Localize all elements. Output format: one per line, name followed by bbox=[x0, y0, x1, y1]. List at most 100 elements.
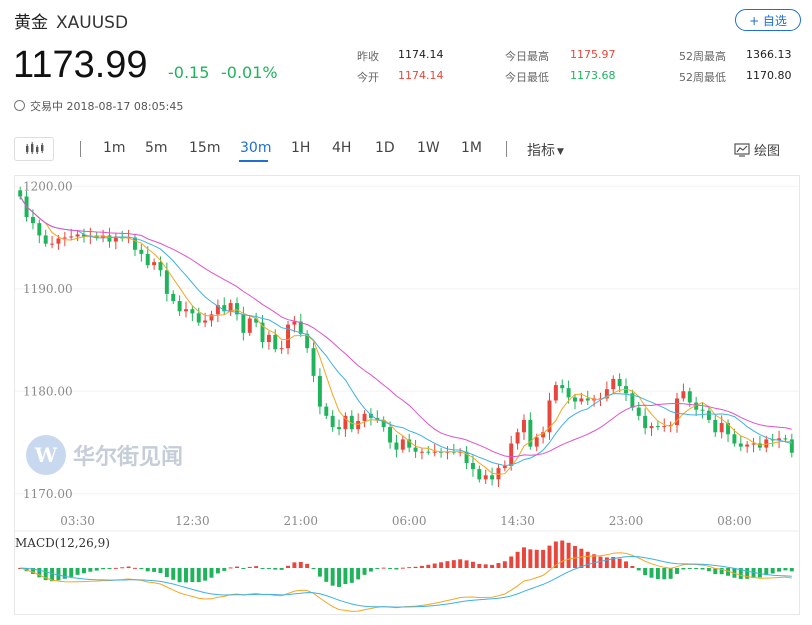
candle-body bbox=[668, 425, 673, 427]
candle-body bbox=[222, 305, 227, 312]
period-1w[interactable]: 1W bbox=[417, 140, 440, 156]
candle bbox=[560, 379, 565, 393]
macd-histogram-bar bbox=[598, 556, 603, 568]
macd-histogram-bar bbox=[152, 568, 157, 572]
candle bbox=[260, 314, 265, 349]
candle-body bbox=[375, 417, 380, 420]
moving-average-line bbox=[19, 196, 792, 458]
macd-histogram-bar bbox=[107, 568, 112, 570]
macd-histogram-bar bbox=[764, 568, 769, 576]
candle-body bbox=[470, 463, 475, 470]
chart-type-button[interactable] bbox=[14, 137, 54, 161]
candle bbox=[426, 446, 431, 455]
macd-histogram-bar bbox=[668, 568, 673, 579]
macd-histogram-bar bbox=[228, 567, 233, 569]
candle-body bbox=[254, 318, 259, 323]
price-chart[interactable]: W 华尔街见闻 1200.00 1190.00 1180.00 1170.00 03:… bbox=[15, 176, 799, 614]
macd-histogram-bar bbox=[413, 566, 418, 568]
candle-body bbox=[356, 420, 361, 430]
macd-histogram-bar bbox=[509, 556, 514, 568]
candle-body bbox=[190, 309, 195, 314]
candle-body bbox=[37, 223, 42, 236]
candle bbox=[700, 402, 705, 419]
candle bbox=[356, 413, 361, 434]
macd-histogram-bar bbox=[164, 568, 169, 577]
macd-histogram-bar bbox=[426, 564, 431, 568]
macd-histogram-bar bbox=[273, 568, 278, 570]
macd-histogram-bar bbox=[757, 568, 762, 578]
macd-histogram-bar bbox=[139, 568, 144, 570]
candle-body bbox=[547, 400, 552, 433]
period-4h[interactable]: 4H bbox=[332, 140, 352, 156]
indicator-dropdown[interactable]: 指标 ▼ bbox=[527, 140, 564, 160]
stat-label-52w-high: 52周最高 bbox=[679, 50, 726, 63]
candle-body bbox=[496, 468, 501, 480]
candle-body bbox=[343, 415, 348, 430]
candle bbox=[675, 392, 680, 433]
period-1m[interactable]: 1m bbox=[103, 140, 126, 156]
x-tick-label: 08:00 bbox=[717, 514, 752, 528]
candle bbox=[292, 315, 297, 333]
macd-histogram-bar bbox=[394, 568, 399, 570]
macd-histogram-bar bbox=[566, 542, 571, 568]
candle-body bbox=[477, 469, 482, 480]
candle-body bbox=[324, 406, 329, 416]
macd-histogram-bar bbox=[356, 568, 361, 580]
clock-icon bbox=[14, 100, 25, 111]
macd-histogram-bar bbox=[547, 545, 552, 568]
macd-histogram-bar bbox=[419, 565, 424, 568]
period-5m[interactable]: 5m bbox=[145, 140, 168, 156]
macd-histogram-bar bbox=[483, 564, 488, 568]
macd-histogram-bar bbox=[502, 561, 507, 568]
candle bbox=[732, 428, 737, 447]
x-tick-label: 14:30 bbox=[500, 514, 535, 528]
price-change-percent: -0.01% bbox=[221, 63, 278, 82]
period-1h[interactable]: 1H bbox=[291, 140, 311, 156]
candle-body bbox=[337, 427, 342, 430]
candle bbox=[534, 433, 539, 452]
candle bbox=[349, 410, 354, 433]
candle bbox=[222, 297, 227, 315]
macd-histogram-bar bbox=[470, 561, 475, 568]
macd-histogram-bar bbox=[235, 566, 239, 568]
candle-body bbox=[145, 253, 150, 266]
candle bbox=[368, 408, 373, 426]
candle bbox=[770, 433, 775, 447]
candle bbox=[789, 433, 794, 458]
candle-body bbox=[362, 413, 367, 421]
candle-body bbox=[260, 322, 265, 343]
add-to-watchlist-button[interactable]: + 自选 bbox=[735, 9, 801, 31]
drawing-tool-icon bbox=[734, 143, 750, 157]
candle-body bbox=[158, 262, 163, 271]
macd-histogram-bar bbox=[317, 568, 322, 577]
macd-histogram-bar bbox=[636, 568, 641, 571]
macd-histogram-bar bbox=[745, 568, 750, 579]
candle-body bbox=[139, 249, 144, 254]
macd-histogram-bar bbox=[675, 568, 680, 574]
period-30m[interactable]: 30m bbox=[240, 140, 272, 156]
candle bbox=[706, 407, 711, 424]
candle bbox=[152, 258, 157, 270]
period-15m[interactable]: 15m bbox=[189, 140, 221, 156]
candle-body bbox=[502, 466, 507, 469]
macd-histogram-bar bbox=[694, 568, 699, 569]
period-1mo[interactable]: 1M bbox=[461, 140, 482, 156]
macd-histogram-bar bbox=[184, 568, 188, 583]
macd-histogram-bar bbox=[445, 561, 450, 568]
macd-histogram-bar bbox=[266, 568, 271, 569]
draw-button[interactable]: 绘图 bbox=[734, 140, 780, 159]
candle-body bbox=[655, 426, 660, 428]
candle bbox=[547, 392, 552, 440]
candle bbox=[394, 434, 399, 458]
chart-panel[interactable]: W 华尔街见闻 1200.00 1190.00 1180.00 1170.00 03:… bbox=[14, 175, 800, 615]
macd-histogram-bar bbox=[132, 567, 137, 569]
macd-histogram-bar bbox=[37, 568, 42, 578]
period-1d[interactable]: 1D bbox=[375, 140, 395, 156]
macd-histogram-bar bbox=[81, 568, 86, 574]
candle-body bbox=[30, 217, 35, 224]
candle bbox=[343, 412, 348, 437]
candle bbox=[171, 290, 176, 305]
candle-body bbox=[611, 378, 616, 390]
candle-body bbox=[553, 385, 558, 401]
macd-histogram-bar bbox=[407, 567, 412, 569]
